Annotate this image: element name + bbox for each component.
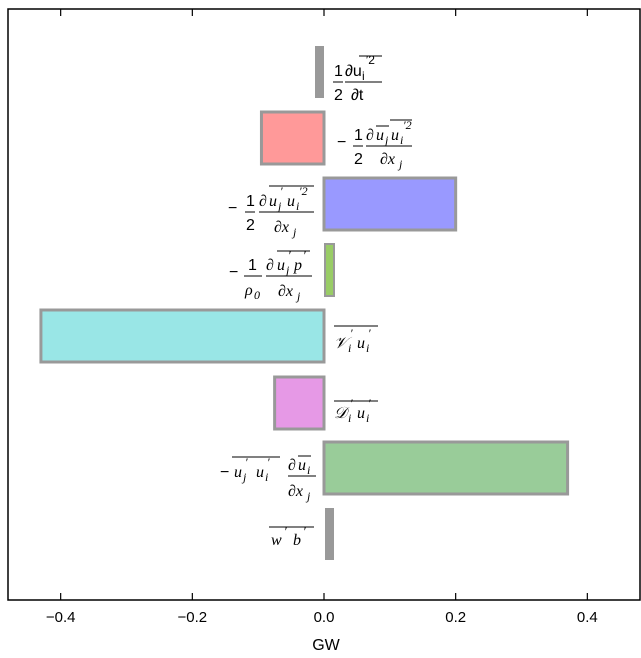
x-axis-label: GW bbox=[312, 637, 340, 654]
svg-text:′: ′ bbox=[368, 396, 371, 410]
svg-text:j: j bbox=[397, 157, 403, 171]
bars-group bbox=[39, 46, 570, 560]
svg-text:−: − bbox=[220, 464, 229, 481]
bar-7 bbox=[322, 440, 570, 496]
svg-text:′: ′ bbox=[284, 524, 287, 538]
svg-text:′2: ′2 bbox=[366, 53, 375, 67]
svg-text:i: i bbox=[265, 470, 268, 484]
svg-text:j: j bbox=[305, 489, 311, 503]
svg-text:′: ′ bbox=[350, 326, 353, 340]
svg-text:i: i bbox=[366, 341, 369, 355]
svg-text:i: i bbox=[307, 463, 310, 477]
svg-text:∂x: ∂x bbox=[274, 219, 289, 236]
x-tick-label: 0.4 bbox=[577, 609, 598, 626]
svg-text:u: u bbox=[357, 405, 365, 422]
svg-text:′: ′ bbox=[267, 455, 270, 469]
svg-text:j: j bbox=[291, 225, 297, 239]
bar-6 bbox=[273, 375, 326, 431]
svg-text:∂: ∂ bbox=[266, 257, 274, 274]
term-label-shear-production: − u j ′ u i ′ ∂ u i ∂x j bbox=[220, 455, 316, 503]
term-label-viscous: 𝒱 i ′ u i ′ bbox=[334, 325, 378, 355]
svg-text:j: j bbox=[383, 133, 389, 147]
x-ticks-group: −0.4 −0.2 0.0 0.2 0.4 bbox=[46, 9, 598, 626]
svg-text:∂: ∂ bbox=[366, 127, 374, 144]
svg-text:′: ′ bbox=[288, 248, 291, 262]
svg-text:′: ′ bbox=[245, 455, 248, 469]
svg-text:u: u bbox=[298, 457, 306, 474]
svg-text:w: w bbox=[271, 532, 282, 549]
svg-text:′: ′ bbox=[303, 248, 306, 262]
svg-text:u: u bbox=[357, 335, 365, 352]
svg-text:b: b bbox=[293, 532, 301, 549]
svg-text:∂t: ∂t bbox=[351, 87, 364, 104]
svg-text:j: j bbox=[241, 470, 247, 484]
svg-text:∂u: ∂u bbox=[345, 63, 362, 80]
svg-text:i: i bbox=[362, 69, 365, 83]
x-tick-label: −0.4 bbox=[46, 609, 76, 626]
svg-text:i: i bbox=[348, 341, 351, 355]
bar-4 bbox=[324, 243, 335, 297]
svg-text:′2: ′2 bbox=[403, 118, 412, 132]
svg-text:∂x: ∂x bbox=[288, 483, 303, 500]
svg-text:u: u bbox=[234, 464, 242, 481]
svg-text:−: − bbox=[228, 200, 237, 217]
svg-text:1: 1 bbox=[334, 63, 343, 80]
svg-text:u: u bbox=[287, 193, 295, 210]
term-label-turbulent-transport: − 1 2 ∂ u j ′ u i ′2 ∂x j bbox=[228, 184, 314, 239]
svg-text:∂: ∂ bbox=[288, 457, 296, 474]
svg-text:0: 0 bbox=[254, 288, 260, 302]
svg-text:−: − bbox=[337, 134, 346, 151]
svg-text:i: i bbox=[296, 199, 299, 213]
svg-text:i: i bbox=[400, 133, 403, 147]
svg-text:∂x: ∂x bbox=[380, 151, 395, 168]
bar-5 bbox=[39, 308, 326, 364]
term-label-diffusive: 𝒟 i ′ u i ′ bbox=[334, 396, 378, 425]
svg-text:i: i bbox=[366, 411, 369, 425]
svg-text:ρ: ρ bbox=[244, 282, 253, 299]
term-label-buoyancy: w ′ b ′ bbox=[269, 524, 314, 549]
svg-text:p: p bbox=[293, 257, 302, 274]
svg-text:1: 1 bbox=[248, 257, 257, 274]
bar-8 bbox=[325, 508, 334, 560]
svg-text:′: ′ bbox=[303, 524, 306, 538]
svg-text:j: j bbox=[276, 199, 282, 213]
term-label-mean-advection: − 1 2 ∂ u j u i ′2 ∂x j bbox=[337, 118, 412, 171]
svg-text:u: u bbox=[269, 193, 277, 210]
x-tick-label: 0.2 bbox=[445, 609, 466, 626]
svg-text:1: 1 bbox=[354, 127, 363, 144]
svg-text:′: ′ bbox=[280, 184, 283, 198]
svg-text:u: u bbox=[256, 464, 264, 481]
svg-text:1: 1 bbox=[246, 193, 255, 210]
svg-text:∂x: ∂x bbox=[278, 283, 293, 300]
svg-text:𝒟: 𝒟 bbox=[334, 405, 350, 422]
svg-text:′: ′ bbox=[368, 326, 371, 340]
svg-text:′2: ′2 bbox=[299, 184, 308, 198]
term-label-pressure-work: − 1 ρ 0 ∂ u j ′ p ′ ∂x j bbox=[229, 248, 312, 303]
bar-2 bbox=[259, 110, 326, 166]
svg-text:j: j bbox=[284, 263, 290, 277]
svg-text:2: 2 bbox=[354, 151, 363, 168]
svg-text:′: ′ bbox=[350, 396, 353, 410]
bar-1 bbox=[315, 46, 324, 98]
x-tick-label: −0.2 bbox=[178, 609, 208, 626]
term-label-dudt: 1 2 ∂u i ′2 ∂t bbox=[333, 53, 382, 104]
svg-text:u: u bbox=[391, 127, 399, 144]
svg-text:∂: ∂ bbox=[259, 193, 267, 210]
svg-text:u: u bbox=[277, 257, 285, 274]
svg-text:u: u bbox=[376, 127, 384, 144]
svg-text:j: j bbox=[295, 289, 301, 303]
x-tick-label: 0.0 bbox=[314, 609, 335, 626]
svg-text:−: − bbox=[229, 264, 238, 281]
svg-text:i: i bbox=[348, 411, 351, 425]
svg-text:2: 2 bbox=[246, 217, 255, 234]
bar-3 bbox=[322, 176, 458, 232]
svg-text:2: 2 bbox=[334, 87, 343, 104]
